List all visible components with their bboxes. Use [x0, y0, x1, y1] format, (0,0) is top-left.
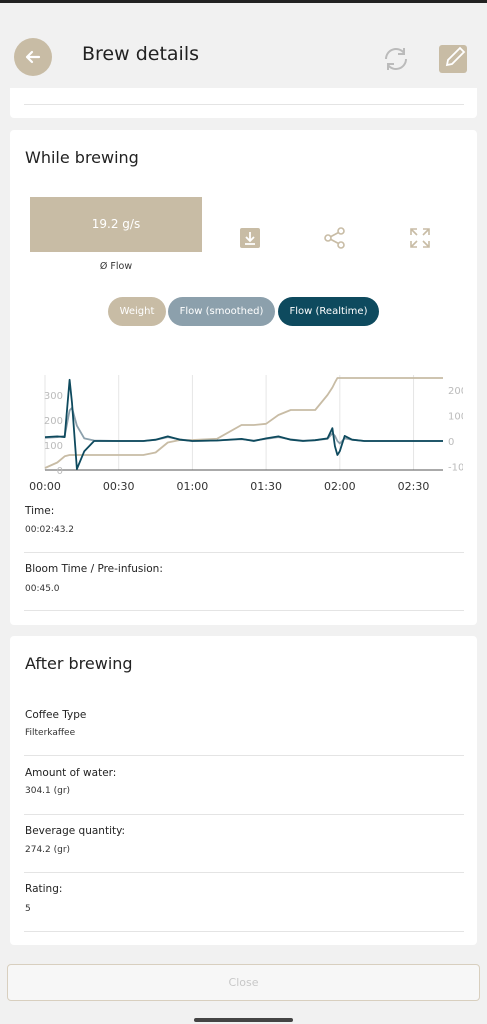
- y2-tick-label: 0: [448, 437, 454, 448]
- divider: [24, 755, 464, 756]
- y2-tick-label: -100: [448, 462, 463, 473]
- flow-tile-value: 19.2 g/s: [30, 197, 202, 252]
- field-value: 00:02:43.2: [25, 525, 75, 535]
- field-label: Bloom Time / Pre-infusion:: [25, 563, 163, 575]
- toggle-flow-smoothed[interactable]: Flow (smoothed): [168, 297, 275, 326]
- divider: [24, 872, 464, 873]
- x-tick-label: 02:00: [324, 480, 356, 493]
- x-tick-label: 00:30: [103, 480, 135, 493]
- card: [10, 636, 477, 945]
- divider: [24, 931, 464, 932]
- divider: [24, 610, 464, 611]
- toggle-flow-realtime[interactable]: Flow (Realtime): [278, 297, 379, 326]
- series-line: [44, 378, 443, 470]
- fullscreen-button[interactable]: [408, 226, 432, 250]
- series-line: [44, 377, 443, 469]
- download-button[interactable]: [238, 226, 262, 250]
- sync-button[interactable]: [380, 43, 412, 75]
- field-value: 274.2 (gr): [25, 845, 71, 855]
- section-title: While brewing: [25, 148, 139, 167]
- chart: 00:00 00:30 01:00 01:30 02:00 02:30 0 100 200 300…: [29, 375, 463, 493]
- status-bar: [0, 0, 487, 3]
- field-value: 00:45.0: [25, 584, 60, 594]
- y-tick-label: 0: [57, 466, 63, 477]
- y-tick-label: 200: [44, 416, 63, 427]
- y2-tick-label: 100: [448, 411, 463, 422]
- x-tick-label: 00:00: [29, 480, 61, 493]
- edit-button[interactable]: [438, 42, 470, 74]
- field-label: Rating:: [25, 883, 63, 895]
- field-value: Filterkaffee: [25, 728, 76, 738]
- toggle-weight[interactable]: Weight: [108, 297, 166, 326]
- home-indicator: [194, 1018, 293, 1022]
- field-value: 5: [25, 904, 31, 914]
- section-title: After brewing: [25, 654, 133, 673]
- field-value: 304.1 (gr): [25, 786, 71, 796]
- share-button[interactable]: [323, 226, 347, 250]
- divider: [24, 814, 464, 815]
- x-tick-label: 01:00: [177, 480, 209, 493]
- field-label: Beverage quantity:: [25, 825, 126, 837]
- back-button[interactable]: [14, 38, 52, 76]
- page-title: Brew details: [82, 43, 199, 65]
- field-label: Amount of water:: [25, 767, 117, 779]
- card: [10, 88, 477, 118]
- y-tick-label: 300: [44, 391, 63, 402]
- divider: [24, 552, 464, 553]
- close-button[interactable]: Close: [7, 964, 480, 1001]
- y-tick-label: 100: [44, 441, 63, 452]
- field-label: Time:: [25, 505, 55, 517]
- x-tick-label: 02:30: [398, 480, 430, 493]
- y2-tick-label: 200: [448, 386, 463, 397]
- x-tick-label: 01:30: [250, 480, 282, 493]
- flow-tile-label: Ø Flow: [30, 252, 202, 278]
- field-label: Coffee Type: [25, 709, 87, 721]
- divider: [24, 104, 464, 105]
